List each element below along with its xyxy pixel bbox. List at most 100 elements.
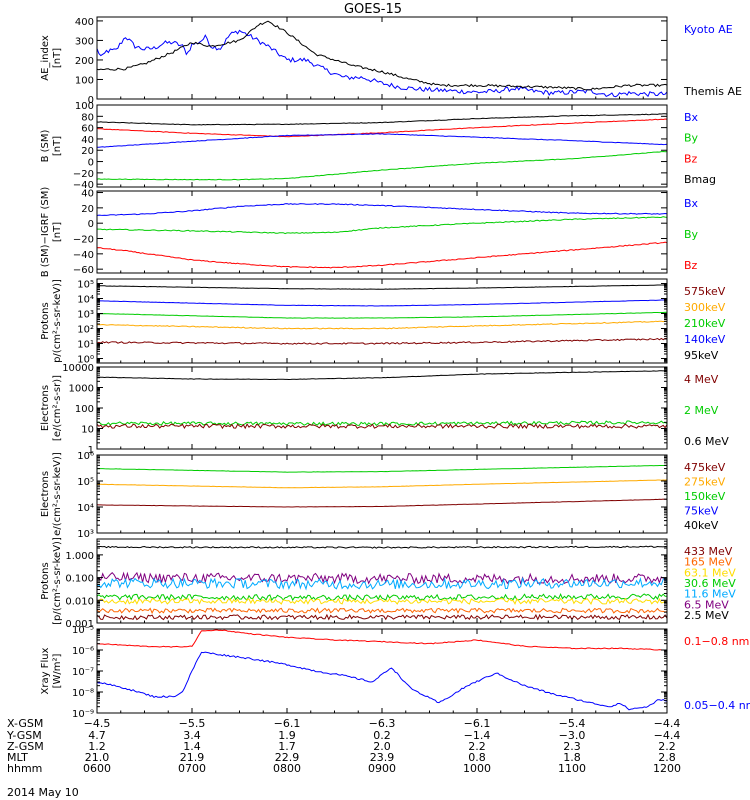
y-tick-label-xray-4: 10⁻⁵: [72, 625, 94, 636]
series-line-ae-1: [97, 20, 667, 91]
chart-title: GOES-15: [344, 2, 402, 17]
y-tick-label-xray-2: 10⁻⁷: [72, 667, 94, 678]
y-axis-label-protons_hepad-1: [p/(cm²-s-sr-keV)]: [52, 537, 63, 625]
series-line-ae-0: [97, 29, 667, 98]
y-axis-label-electrons_mpsh-1: e/(cm²-s-sr-keV)]: [52, 452, 63, 536]
panel-frame-bigrf: [96, 190, 668, 274]
legend-entry-xray-1: 0.05−0.4 nm: [684, 699, 750, 712]
series-line-protons_mag-0: [97, 284, 667, 290]
legend-entry-xray-0: 0.1−0.8 nm: [684, 635, 749, 648]
series-line-bigrf-0: [97, 203, 667, 216]
y-tick-label-bigrf-4: 20: [81, 204, 94, 215]
x-row-label-3: MLT: [7, 751, 28, 764]
series-line-protons_hepad-0: [97, 545, 667, 549]
legend-entry-protons_hepad-0: 433 MeV: [684, 545, 733, 558]
legend-entry-protons_mag-1: 300keV: [684, 301, 726, 314]
x-row-value-0-6: −4.4: [654, 717, 681, 730]
x-row-value-3-4: 0.8: [468, 751, 486, 764]
x-row-value-3-6: 2.8: [658, 751, 676, 764]
y-tick-label-bsm-1: −20: [73, 169, 94, 180]
y-axis-label-bigrf-0: B (SM)−IGRF (SM): [40, 187, 51, 278]
legend-entry-ae-1: Themis AE: [683, 85, 742, 98]
series-line-protons_mag-2: [97, 311, 667, 319]
y-axis-label-xray-1: [W/m²]: [52, 653, 63, 688]
y-tick-label-electrons_mpsh-2: 10⁵: [77, 477, 94, 488]
x-row-value-4-2: 0800: [273, 762, 301, 775]
y-axis-label-electrons_mpsh-0: Electrons: [40, 471, 51, 517]
y-tick-label-electrons_mpsh-1: 10⁴: [77, 503, 94, 514]
legend-entry-protons_hepad-3: 30.6 MeV: [684, 577, 736, 590]
y-tick-label-electrons_mag-0: 1: [88, 445, 94, 456]
x-row-value-3-5: 1.8: [563, 751, 581, 764]
legend-entry-protons_hepad-6: 2.5 MeV: [684, 609, 729, 622]
x-row-value-1-0: 4.7: [88, 729, 106, 742]
y-tick-label-xray-0: 10⁻⁹: [72, 709, 94, 720]
legend-entry-bigrf-0: Bx: [684, 197, 699, 210]
y-tick-label-bigrf-2: −20: [73, 235, 94, 246]
x-axis-table: X-GSM −4.5 −5.5 −6.1 −6.3 −6.1 −5.4 −4.4 Y-GSM 4.…: [6, 717, 681, 775]
x-row-value-4-3: 0900: [368, 762, 396, 775]
y-tick-label-bsm-3: 20: [81, 146, 94, 157]
series-line-electrons_mpsh-1: [97, 479, 667, 489]
y-tick-label-electrons_mpsh-0: 10³: [77, 529, 94, 540]
legend-entry-protons_hepad-2: 63.1 MeV: [684, 566, 736, 579]
y-tick-label-protons_mag-0: 10⁰: [77, 354, 94, 365]
x-row-label-2: Z-GSM: [7, 740, 44, 753]
panel-xray: 10⁻⁹ 10⁻⁸ 10⁻⁷ 10⁻⁶ 10⁻⁵ Xray Flux [W/m²] 0.1−0…: [40, 625, 750, 720]
y-tick-label-protons_hepad-3: 1.000: [65, 551, 94, 562]
y-axis-label-protons_hepad-0: Protons: [40, 562, 51, 599]
y-tick-label-ae-3: 300: [75, 36, 94, 47]
y-tick-label-protons_mag-5: 10⁵: [77, 280, 94, 291]
x-row-value-1-2: 1.9: [278, 729, 296, 742]
y-axis-label-xray-0: Xray Flux: [40, 647, 51, 694]
x-row-value-2-5: 2.3: [563, 740, 581, 753]
legend-entry-electrons_mag-2: 0.6 MeV: [684, 435, 729, 448]
y-tick-label-ae-4: 400: [75, 17, 94, 28]
y-tick-label-protons_mag-3: 10³: [77, 310, 94, 321]
y-tick-label-protons_hepad-2: 0.100: [65, 574, 94, 585]
y-axis-label-electrons_mag-1: [e/(cm²-s-sr)]: [52, 375, 63, 441]
y-tick-label-ae-2: 200: [75, 56, 94, 67]
legend-entry-protons_mag-0: 575keV: [684, 285, 726, 298]
x-row-value-1-3: 0.2: [373, 729, 391, 742]
panel-frame-protons_mag: [96, 278, 668, 364]
panel-ae: 0 100 200 300 400 AE_index [nT] Kyoto AE Themis …: [40, 16, 742, 106]
panel-electrons_mpsh: 10³ 10⁴ 10⁵ 10⁶ Electrons e/(cm²-s-sr-keV)] 47…: [40, 451, 726, 540]
legend-entry-bsm-3: Bmag: [684, 173, 716, 186]
panel-frame-ae: [96, 16, 668, 100]
x-row-value-3-0: 21.0: [85, 751, 110, 764]
series-line-bsm-1: [97, 118, 667, 138]
x-row-value-4-0: 0600: [83, 762, 111, 775]
legend-entry-electrons_mpsh-1: 275keV: [684, 476, 726, 489]
legend-entry-protons_mag-4: 95keV: [684, 349, 719, 362]
x-row-value-2-0: 1.2: [88, 740, 106, 753]
y-tick-label-bsm-5: 60: [81, 124, 94, 135]
x-row-label-0: X-GSM: [7, 717, 43, 730]
series-line-protons_hepad-4: [97, 597, 667, 605]
legend-entry-electrons_mag-1: 2 MeV: [684, 404, 719, 417]
y-tick-label-bigrf-1: −40: [73, 250, 94, 261]
series-line-bigrf-1: [97, 216, 667, 235]
x-row-value-3-1: 21.9: [180, 751, 205, 764]
series-line-electrons_mpsh-0: [97, 464, 667, 473]
series-line-bigrf-2: [97, 241, 667, 269]
y-tick-label-electrons_mag-2: 100: [75, 404, 94, 415]
x-row-value-0-2: −6.1: [274, 717, 301, 730]
y-tick-label-ae-1: 100: [75, 75, 94, 86]
y-axis-label-ae-0: AE_index: [40, 35, 51, 81]
date-label: 2014 May 10: [7, 786, 79, 799]
legend-entry-electrons_mpsh-4: 40keV: [684, 519, 719, 532]
y-axis-label-bsm-0: B (SM): [40, 129, 51, 162]
series-line-electrons_mag-0: [97, 370, 667, 381]
legend-entry-electrons_mpsh-2: 150keV: [684, 490, 726, 503]
legend-entry-bsm-2: Bz: [684, 152, 698, 165]
panel-bigrf: −60 −40 −20 0 20 40 B (SM)−IGRF (SM) [nT] Bx By Bz: [40, 187, 699, 278]
y-axis-label-electrons_mag-0: Electrons: [40, 385, 51, 431]
y-tick-label-bigrf-0: −60: [73, 265, 94, 276]
series-line-electrons_mag-1: [97, 420, 667, 427]
series-line-xray-1: [97, 651, 667, 711]
y-tick-label-electrons_mpsh-3: 10⁶: [77, 451, 94, 462]
legend-entry-electrons_mpsh-0: 475keV: [684, 461, 726, 474]
